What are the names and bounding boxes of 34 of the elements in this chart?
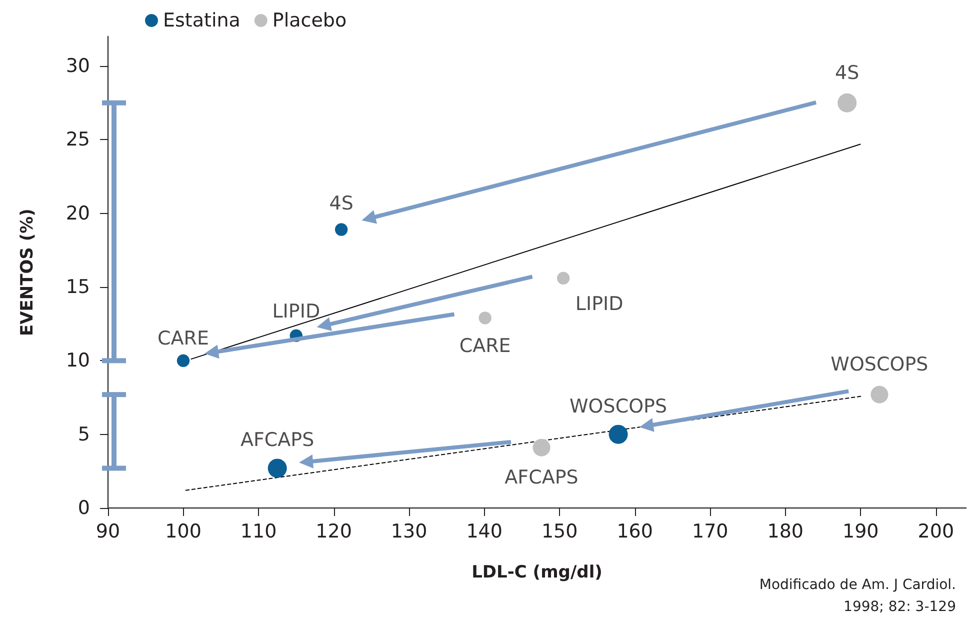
x-tick-label: 90 xyxy=(96,520,120,542)
x-tick-label: 170 xyxy=(692,520,728,542)
x-tick-label: 160 xyxy=(616,520,653,542)
y-tick-label: 0 xyxy=(78,497,90,519)
annotation: LIPID xyxy=(272,300,320,323)
x-tick-label: 180 xyxy=(767,520,804,542)
y-tick-label: 10 xyxy=(66,350,90,372)
y-axis-title: EVENTOS (%) xyxy=(18,208,38,336)
annotation: AFCAPS xyxy=(504,466,578,489)
x-tick-label: 100 xyxy=(165,520,202,542)
legend-label: Placebo xyxy=(272,10,347,32)
x-tick-label: 190 xyxy=(842,520,879,542)
annotation: CARE xyxy=(158,328,210,350)
x-tick-label: 200 xyxy=(918,520,954,542)
legend-label: Estatina xyxy=(163,10,240,32)
annotation: AFCAPS xyxy=(240,429,314,452)
annotation: WOSCOPS xyxy=(570,395,668,418)
text: Modificado de Am. J Cardiol. 1998; 82: 3-129 xyxy=(759,577,956,615)
x-tick-label: 140 xyxy=(466,520,502,542)
annotation: 4S xyxy=(835,62,860,84)
y-tick-label: 20 xyxy=(66,202,90,224)
annotation: CARE xyxy=(459,334,511,357)
x-tick-label: 120 xyxy=(316,520,352,542)
y-tick-label: 30 xyxy=(66,55,90,78)
x-tick-label: 150 xyxy=(541,520,578,542)
annotation: 4S xyxy=(329,192,354,215)
y-tick-label: 25 xyxy=(66,128,90,151)
y-tick-label: 15 xyxy=(66,276,90,298)
x-tick-label: 130 xyxy=(390,520,428,542)
annotation: LIPID xyxy=(575,293,624,316)
x-axis-title: LDL-C (mg/dl) xyxy=(472,562,602,582)
x-tick-label: 110 xyxy=(240,520,277,542)
annotation: WOSCOPS xyxy=(830,354,928,376)
y-tick-label: 5 xyxy=(78,423,90,446)
